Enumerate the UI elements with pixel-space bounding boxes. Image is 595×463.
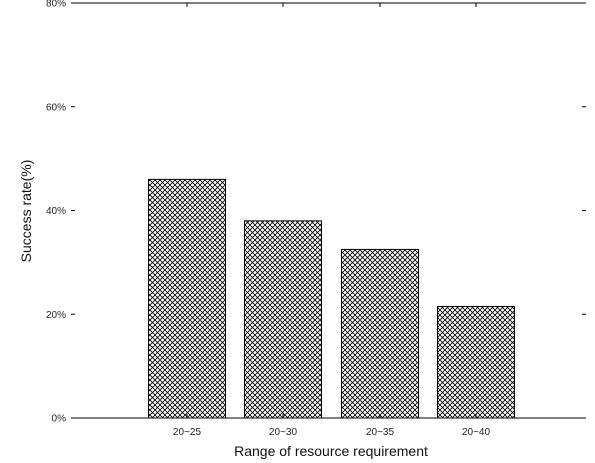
x-tick-label: 20~25 — [173, 427, 202, 438]
x-tick-label: 20~35 — [366, 427, 395, 438]
x-tick-label: 20~40 — [462, 427, 491, 438]
bar-20~40 — [437, 305, 515, 419]
y-tick-label: 0% — [52, 414, 67, 425]
plot-area: 0% 20% 40% 60% 80% 20~25 20~30 20~35 20~40 — [46, 0, 586, 438]
y-tick-label: 20% — [46, 310, 66, 321]
bar-20~30 — [244, 220, 322, 419]
bar-20~35 — [341, 248, 419, 419]
y-tick-label: 80% — [46, 0, 66, 10]
bar-20~25 — [148, 178, 226, 419]
x-axis-title: Range of resource requirement — [234, 443, 428, 459]
x-tick-label: 20~30 — [269, 427, 298, 438]
y-tick-label: 60% — [46, 102, 66, 113]
y-tick-label: 40% — [46, 206, 66, 217]
y-axis-title: Success rate(%) — [18, 160, 34, 263]
